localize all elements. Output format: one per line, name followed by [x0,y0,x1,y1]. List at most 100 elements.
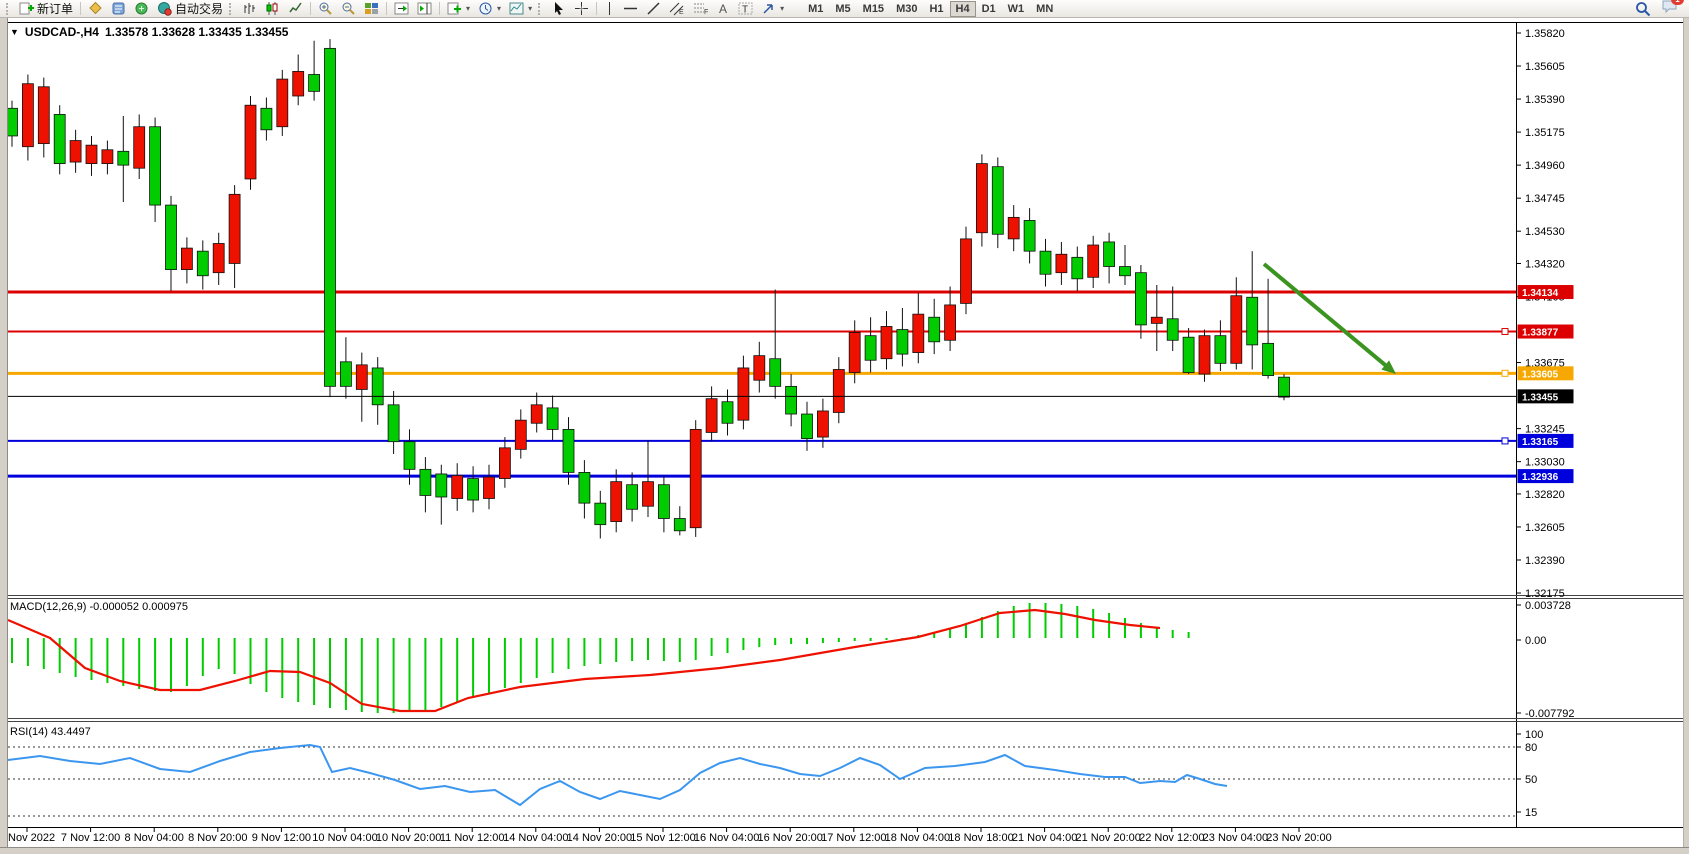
dropdown-caret: ▾ [497,4,502,13]
candle [514,409,527,459]
cursor-tool-button[interactable] [547,1,570,17]
candle [1007,205,1020,252]
candle-body [514,419,527,450]
tile-windows-button[interactable] [360,1,383,17]
new-order-icon [19,1,34,16]
timeframe-button-MN[interactable]: MN [1030,1,1059,17]
search-button[interactable] [1631,1,1655,17]
period-button[interactable]: ▾ [474,1,505,17]
template-icon [509,1,524,16]
chart-shift-button[interactable] [413,1,436,17]
candle [387,390,400,454]
price-tick-label: 1.35390 [1525,94,1565,106]
timeframe-button-D1[interactable]: D1 [976,1,1002,17]
auto-trading-button[interactable]: 自动交易 [153,1,227,17]
template-button[interactable]: ▾ [505,1,536,17]
separator [80,2,82,15]
horizontal-line-tool-button[interactable] [619,1,642,17]
candle [244,95,257,190]
zoom-in-button[interactable] [314,1,337,17]
toolbar-grip[interactable] [6,2,11,15]
timeframe-button-M5[interactable]: M5 [829,1,856,17]
zoom-out-icon [341,1,356,16]
timeframe-button-M1[interactable]: M1 [802,1,829,17]
candle-body [180,247,193,271]
zoom-in-icon [318,1,333,16]
candles-layer [6,39,1290,539]
candle [371,357,384,425]
candle [69,129,82,173]
vertical-line-tool-button[interactable] [600,1,619,17]
add-indicator-button[interactable]: ▾ [443,1,474,17]
color-scheme-button[interactable] [84,1,107,17]
timeframe-button-H4[interactable]: H4 [949,0,976,17]
candle-body [626,484,638,510]
candle [928,298,941,355]
candle-body [546,407,559,430]
line-chart-button[interactable] [284,1,307,17]
price-tick-label: 1.35820 [1525,28,1565,40]
crosshair-icon [574,1,589,16]
text-icon: A [717,1,730,16]
toolbar-grip[interactable] [538,2,543,15]
timeframe-button-M15[interactable]: M15 [857,1,890,17]
text-label-tool-button[interactable]: T [734,1,757,17]
sound-alerts-button[interactable] [130,1,153,17]
line-handle[interactable] [1501,369,1509,377]
text-tool-button[interactable]: A [713,1,734,17]
trend-arrow[interactable] [1262,262,1393,372]
notifications-button[interactable]: 1 [1661,0,1684,19]
auto-scroll-button[interactable] [390,1,413,17]
separator [439,2,441,15]
crosshair-tool-button[interactable] [570,1,593,17]
price-tick-label: 1.35175 [1525,127,1565,139]
candle-body [101,149,114,164]
line-handle[interactable] [1501,437,1509,445]
time-axis-label: 10 Nov 04:00 [312,832,377,844]
toolbar-grip[interactable] [229,2,234,15]
bar-chart-button[interactable] [238,1,261,17]
candle-body [1278,376,1290,398]
price-line-badge-text: 1.33165 [1522,437,1559,448]
fibonacci-tool-button[interactable]: F [689,1,713,17]
candle [133,114,146,179]
line-handle[interactable] [1501,328,1509,336]
price-tick-label: 1.32605 [1525,522,1565,534]
candle [308,40,321,101]
candle [642,440,654,517]
trendline-tool-button[interactable] [642,1,665,17]
candle-body [451,475,464,499]
price-tick-label: 1.33245 [1525,424,1565,436]
auto-trading-label: 自动交易 [175,2,224,16]
rsi-tick-label: 15 [1525,807,1537,819]
candle-body [260,107,273,131]
candle [737,355,750,430]
candle-body [21,83,34,148]
candle [1039,238,1052,287]
candlestick-chart-icon [265,1,280,16]
time-axis-label: 11 Nov 12:00 [440,832,505,844]
candle [817,398,829,448]
timeframe-button-W1[interactable]: W1 [1002,1,1031,17]
candle [419,457,432,513]
candle-body [1230,295,1243,364]
zoom-out-button[interactable] [337,1,360,17]
candle-body [642,481,654,507]
timeframe-button-M30[interactable]: M30 [890,1,923,17]
candle-body [387,404,400,443]
profiles-button[interactable] [107,1,130,17]
equidistant-channel-icon: E [669,1,685,16]
candle [848,320,861,384]
fibonacci-icon: F [693,1,709,16]
chart-menu-toggle-icon[interactable]: ▼ [10,27,19,37]
candlestick-chart-button[interactable] [261,1,284,17]
arrows-tool-button[interactable]: ▾ [757,1,788,17]
timeframe-button-H1[interactable]: H1 [923,1,949,17]
new-order-button[interactable]: 新订单 [15,1,77,17]
candle-body [1039,250,1052,275]
candle-body [196,250,209,277]
candle [228,185,241,289]
channel-tool-button[interactable]: E [665,1,689,17]
